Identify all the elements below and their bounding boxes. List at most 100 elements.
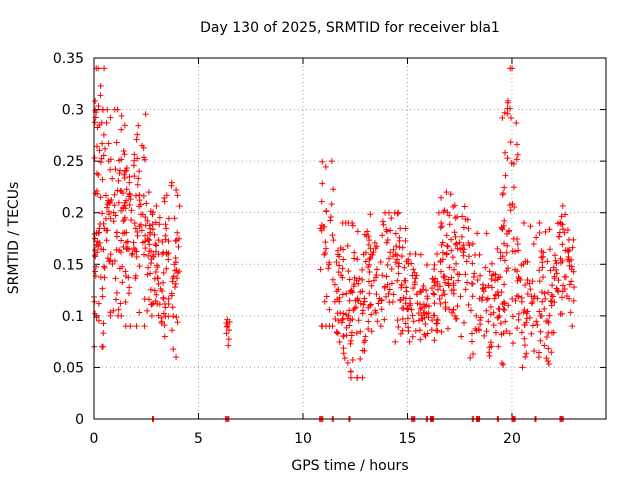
data-point xyxy=(409,333,416,340)
data-point xyxy=(351,249,358,256)
data-point xyxy=(341,355,348,362)
data-point xyxy=(394,317,401,324)
data-point xyxy=(140,144,147,151)
data-point xyxy=(332,315,339,322)
data-point xyxy=(171,267,178,274)
data-point xyxy=(133,253,140,260)
data-point xyxy=(162,304,169,311)
data-point xyxy=(148,312,155,319)
data-point xyxy=(169,327,176,334)
data-point xyxy=(120,148,127,155)
data-point xyxy=(364,228,371,235)
data-point xyxy=(126,190,133,197)
data-point xyxy=(96,147,103,154)
data-point xyxy=(168,290,175,297)
data-point xyxy=(495,292,502,299)
data-point xyxy=(528,330,535,337)
data-point xyxy=(111,257,118,264)
data-point xyxy=(91,247,98,254)
data-point xyxy=(443,189,450,196)
data-point xyxy=(319,158,326,165)
data-point xyxy=(156,301,163,308)
data-point xyxy=(125,290,132,297)
data-point xyxy=(384,281,391,288)
data-point xyxy=(509,248,516,255)
data-point xyxy=(570,236,577,243)
data-point xyxy=(360,301,367,308)
data-point xyxy=(346,297,353,304)
data-point xyxy=(359,276,366,283)
data-point xyxy=(418,289,425,296)
data-point xyxy=(143,200,150,207)
data-point xyxy=(422,321,429,328)
data-point xyxy=(483,307,490,314)
data-point xyxy=(368,251,375,258)
data-point xyxy=(330,186,337,193)
data-point xyxy=(543,318,550,325)
data-point xyxy=(336,262,343,269)
data-point xyxy=(340,350,347,357)
data-point xyxy=(545,345,552,352)
data-point xyxy=(420,301,427,308)
data-point xyxy=(562,211,569,218)
data-point xyxy=(383,239,390,246)
data-point xyxy=(396,260,403,267)
data-point xyxy=(403,288,410,295)
data-point xyxy=(415,317,422,324)
data-point xyxy=(544,258,551,265)
data-point xyxy=(102,215,109,222)
data-point xyxy=(153,291,160,298)
data-point xyxy=(393,243,400,250)
y-tick-label: 0.15 xyxy=(53,257,84,273)
data-point xyxy=(124,238,131,245)
data-point xyxy=(138,227,145,234)
data-point xyxy=(338,272,345,279)
data-point xyxy=(483,230,490,237)
data-point xyxy=(327,217,334,224)
data-point xyxy=(504,155,511,162)
data-point xyxy=(93,229,100,236)
data-point xyxy=(347,340,354,347)
data-point xyxy=(417,288,424,295)
data-point xyxy=(94,124,101,131)
data-point xyxy=(134,232,141,239)
data-point xyxy=(343,311,350,318)
data-point xyxy=(505,265,512,272)
data-point xyxy=(142,214,149,221)
data-point xyxy=(151,287,158,294)
data-point xyxy=(530,322,537,329)
data-point xyxy=(123,167,130,174)
data-point xyxy=(477,314,484,321)
data-point xyxy=(149,221,156,228)
data-point xyxy=(113,139,120,146)
data-point xyxy=(134,155,141,162)
data-point xyxy=(95,65,102,72)
data-point xyxy=(465,301,472,308)
data-point xyxy=(564,226,571,233)
data-point xyxy=(137,201,144,208)
data-point xyxy=(533,234,540,241)
data-point xyxy=(567,309,574,316)
data-point xyxy=(465,239,472,246)
data-point xyxy=(100,330,107,337)
data-point xyxy=(172,280,179,287)
data-point xyxy=(555,233,562,240)
data-point xyxy=(133,323,140,330)
data-point xyxy=(515,293,522,300)
data-point xyxy=(141,156,148,163)
data-point xyxy=(444,242,451,249)
data-point xyxy=(103,237,110,244)
data-point xyxy=(147,286,154,293)
data-point xyxy=(379,232,386,239)
data-point xyxy=(144,217,151,224)
data-point xyxy=(460,319,467,326)
data-point xyxy=(429,276,436,283)
data-point xyxy=(162,232,169,239)
data-point xyxy=(558,213,565,220)
data-point xyxy=(503,267,510,274)
x-tick-label: 0 xyxy=(90,431,99,447)
data-point xyxy=(505,302,512,309)
data-point xyxy=(165,238,172,245)
data-point xyxy=(415,310,422,317)
data-point xyxy=(172,255,179,262)
